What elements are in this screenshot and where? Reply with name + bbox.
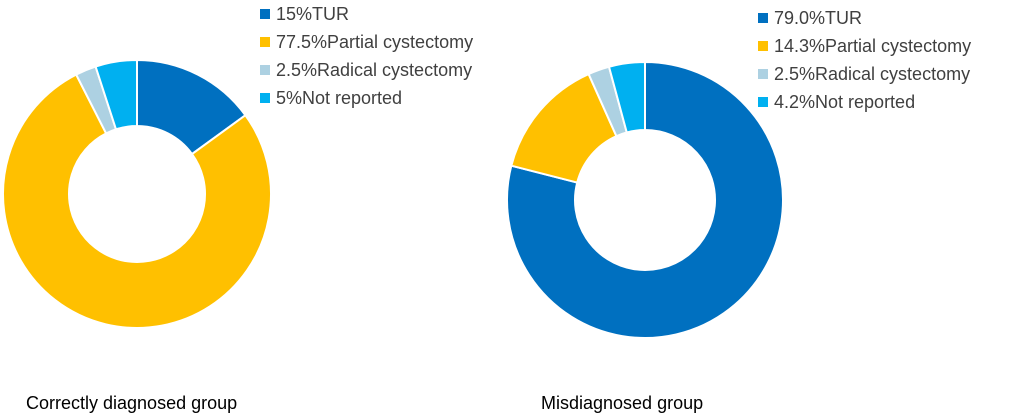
legend-swatch xyxy=(260,65,270,75)
legend-misdiagnosed: 79.0%TUR 14.3%Partial cystectomy 2.5%Rad… xyxy=(758,4,971,116)
legend-item-tur: 79.0%TUR xyxy=(758,4,971,32)
legend-swatch xyxy=(758,97,768,107)
legend-item-tur: 15%TUR xyxy=(260,0,473,28)
legend-item-partial-cystectomy: 14.3%Partial cystectomy xyxy=(758,32,971,60)
legend-label: 15%TUR xyxy=(276,3,350,24)
legend-label: 2.5%Radical cystectomy xyxy=(276,59,473,80)
donut-misdiagnosed xyxy=(506,60,784,339)
legend-label: 4.2%Not reported xyxy=(774,91,916,112)
legend-swatch xyxy=(260,93,270,103)
legend-item-radical-cystectomy: 2.5%Radical cystectomy xyxy=(260,56,473,84)
caption-correctly-diagnosed: Correctly diagnosed group xyxy=(26,393,238,413)
legend-swatch xyxy=(758,41,768,51)
legend-item-not-reported: 4.2%Not reported xyxy=(758,88,971,116)
caption-misdiagnosed: Misdiagnosed group xyxy=(541,393,704,413)
slice-not-reported xyxy=(607,60,646,134)
legend-swatch xyxy=(260,9,270,19)
legend-item-radical-cystectomy: 2.5%Radical cystectomy xyxy=(758,60,971,88)
legend-swatch xyxy=(260,37,270,47)
legend-label: 2.5%Radical cystectomy xyxy=(774,63,971,84)
legend-item-partial-cystectomy: 77.5%Partial cystectomy xyxy=(260,28,473,56)
legend-item-not-reported: 5%Not reported xyxy=(260,84,473,112)
legend-swatch xyxy=(758,69,768,79)
slice-tur xyxy=(506,60,784,339)
donut-correctly-diagnosed xyxy=(2,58,272,329)
legend-label: 5%Not reported xyxy=(276,87,403,108)
legend-label: 79.0%TUR xyxy=(774,7,863,28)
legend-label: 14.3%Partial cystectomy xyxy=(774,35,972,56)
legend-label: 77.5%Partial cystectomy xyxy=(276,31,474,52)
slice-partial-cystectomy xyxy=(2,73,272,329)
legend-swatch xyxy=(758,13,768,23)
legend-correctly-diagnosed: 15%TUR 77.5%Partial cystectomy 2.5%Radic… xyxy=(260,0,473,112)
slice-not-reported xyxy=(94,58,138,131)
